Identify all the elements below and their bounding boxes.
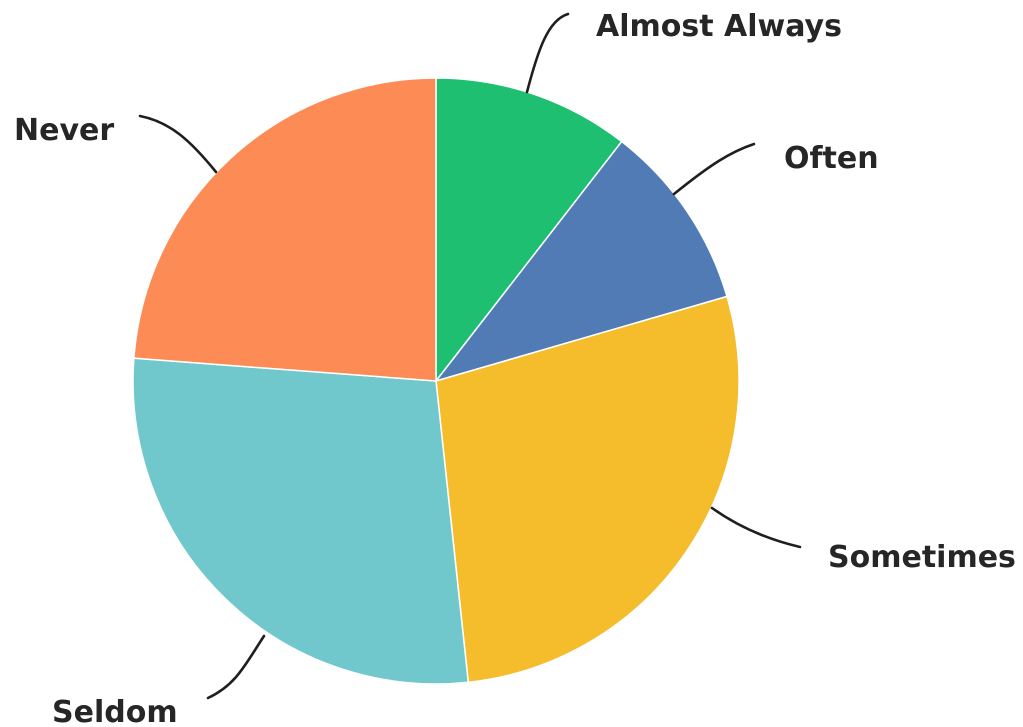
slice-label-almost-always: Almost Always [596,9,842,44]
slice-label-seldom: Seldom [52,695,178,727]
leader-line-often [672,142,756,196]
leader-line-seldom [206,634,266,700]
pie-slice-seldom [132,357,470,685]
pie-slice-never [133,77,437,382]
pie-slice-sometimes [435,295,740,684]
pie-slice-often [433,140,728,383]
leader-line-never [138,114,218,174]
leader-line-sometimes [710,506,802,549]
slice-label-often: Often [784,141,879,176]
pie-slices [132,77,740,685]
slice-labels: Almost Always Often Sometimes Seldom Never [14,9,1016,727]
slice-label-never: Never [14,113,114,148]
pie-slice-almost-always [435,77,623,384]
slice-label-sometimes: Sometimes [828,540,1016,575]
leader-line-almost-always [525,12,570,94]
leader-lines [138,12,802,700]
